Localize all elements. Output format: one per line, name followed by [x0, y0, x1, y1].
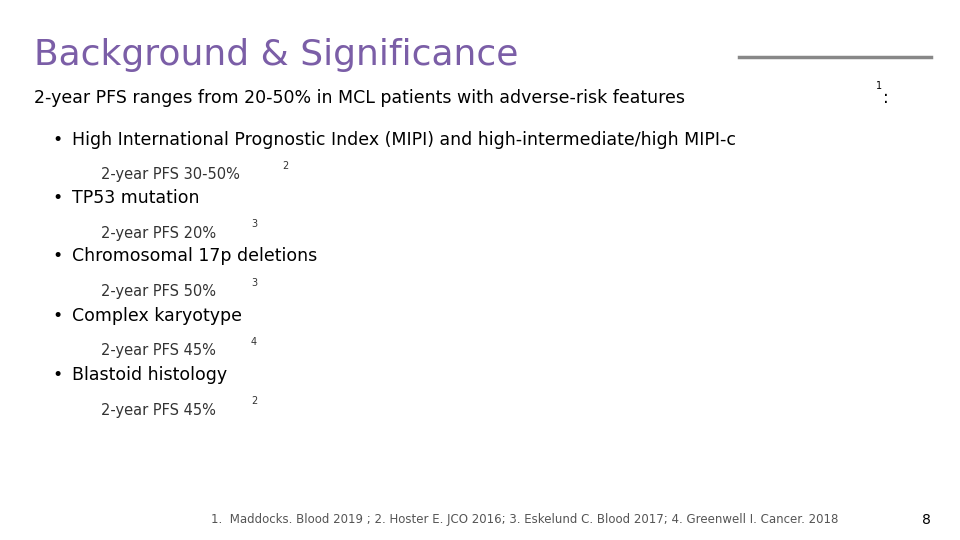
Text: 2-year PFS 50%: 2-year PFS 50%: [101, 284, 216, 299]
Text: •: •: [53, 131, 63, 149]
Text: Chromosomal 17p deletions: Chromosomal 17p deletions: [72, 247, 317, 265]
Text: 2-year PFS 30-50%: 2-year PFS 30-50%: [101, 167, 240, 183]
Text: 4: 4: [251, 337, 257, 347]
Text: TP53 mutation: TP53 mutation: [72, 189, 200, 207]
Text: 1.  Maddocks. Blood 2019 ; 2. Hoster E. JCO 2016; 3. Eskelund C. Blood 2017; 4. : 1. Maddocks. Blood 2019 ; 2. Hoster E. J…: [211, 514, 839, 526]
Text: Complex karyotype: Complex karyotype: [72, 307, 242, 325]
Text: High International Prognostic Index (MIPI) and high-intermediate/high MIPI-c: High International Prognostic Index (MIP…: [72, 131, 736, 149]
Text: 3: 3: [252, 278, 257, 288]
Text: 2-year PFS 45%: 2-year PFS 45%: [101, 343, 216, 359]
Text: •: •: [53, 307, 63, 325]
Text: Background & Significance: Background & Significance: [34, 38, 518, 72]
Text: •: •: [53, 189, 63, 207]
Text: 1: 1: [876, 81, 881, 91]
Text: 2-year PFS ranges from 20-50% in MCL patients with adverse-risk features: 2-year PFS ranges from 20-50% in MCL pat…: [34, 89, 684, 107]
Text: :: :: [883, 89, 889, 107]
Text: 8: 8: [923, 512, 931, 526]
Text: 2: 2: [251, 396, 257, 407]
Text: •: •: [53, 366, 63, 384]
Text: 2-year PFS 45%: 2-year PFS 45%: [101, 403, 216, 418]
Text: 2-year PFS 20%: 2-year PFS 20%: [101, 226, 216, 241]
Text: 3: 3: [252, 219, 257, 230]
Text: Blastoid histology: Blastoid histology: [72, 366, 228, 384]
Text: 2: 2: [282, 161, 288, 171]
Text: •: •: [53, 247, 63, 265]
